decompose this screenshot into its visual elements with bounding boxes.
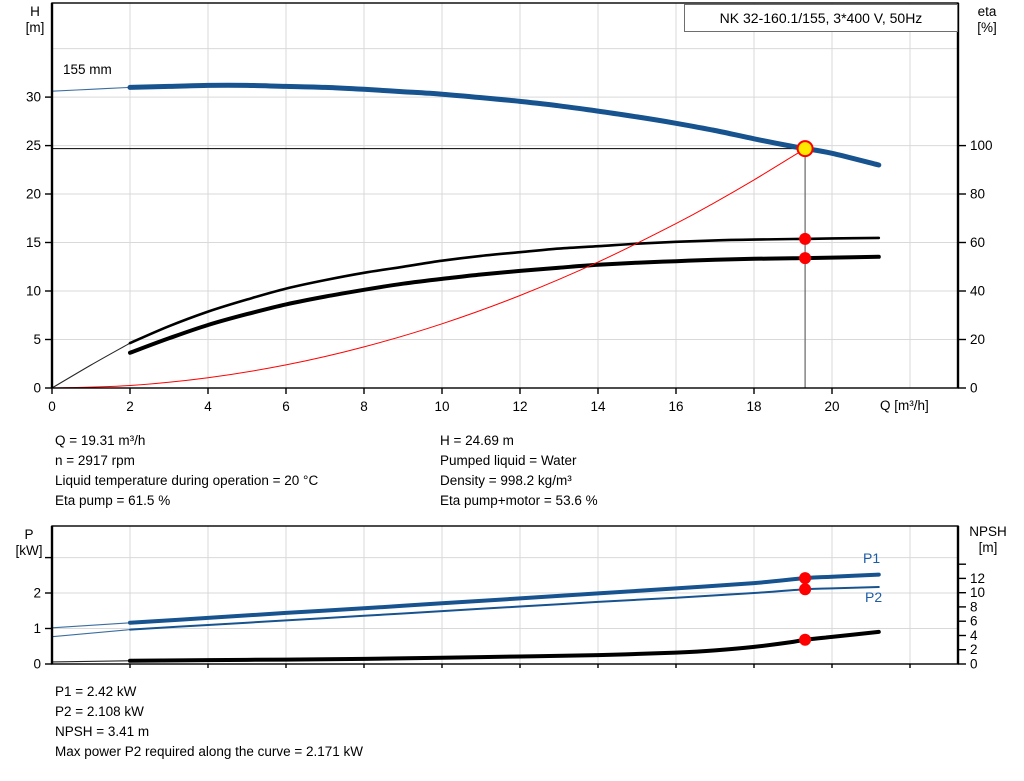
x-tick-label: 14 bbox=[590, 399, 606, 414]
p2-power-lead bbox=[51, 629, 131, 638]
npsh-axis-unit-label: NPSH [m] bbox=[969, 524, 1007, 555]
y-right-tick-label: 6 bbox=[970, 614, 978, 629]
y-left-tick-label: 2 bbox=[33, 586, 41, 601]
system-curve-curve bbox=[51, 148, 806, 389]
y-left-tick-label: 20 bbox=[26, 187, 41, 202]
info-line-h: H = 24.69 m bbox=[440, 433, 514, 448]
npsh-curve-lead bbox=[51, 660, 131, 663]
npsh-curve-curve bbox=[128, 629, 881, 663]
y-right-tick-label: 100 bbox=[970, 138, 993, 153]
x-tick-label: 8 bbox=[360, 399, 368, 414]
p1-power-curve bbox=[128, 572, 881, 625]
p1-curve-label: P1 bbox=[863, 550, 881, 566]
npsh-duty-dot bbox=[799, 633, 812, 646]
y-left-tick-label: 30 bbox=[26, 90, 41, 105]
y-left-tick-label: 10 bbox=[26, 284, 41, 299]
axis-tick-labels: 0 5 10 15 20 25 30 0 20 40 60 80 100 0 2 4 6 8 10 12 14 16 18 2… bbox=[26, 90, 993, 414]
info-line-max-power: Max power P2 required along the curve = … bbox=[55, 744, 364, 759]
eta-pump-lead bbox=[51, 342, 131, 389]
y-right-tick-label: 2 bbox=[970, 642, 978, 657]
info-line-density: Density = 998.2 kg/m³ bbox=[440, 473, 572, 488]
x-tick-label: 20 bbox=[824, 399, 839, 414]
p2-duty-dot bbox=[799, 583, 812, 596]
plot-frame bbox=[51, 525, 959, 665]
y-right-tick-label: 0 bbox=[970, 381, 978, 396]
x-tick-label: 12 bbox=[512, 399, 527, 414]
axis-ticks bbox=[45, 96, 966, 394]
y-right-tick-label: 20 bbox=[970, 332, 985, 347]
x-tick-label: 18 bbox=[746, 399, 761, 414]
info-line-eta-pump: Eta pump = 61.5 % bbox=[55, 493, 171, 508]
chart-title: NK 32-160.1/155, 3*400 V, 50Hz bbox=[719, 10, 923, 26]
y-left-tick-label: 0 bbox=[33, 381, 41, 396]
p1-power-lead bbox=[51, 622, 131, 629]
x-tick-label: 2 bbox=[126, 399, 134, 414]
power-info: P1 = 2.42 kW P2 = 2.108 kW NPSH = 3.41 m… bbox=[55, 682, 363, 762]
x-tick-label: 16 bbox=[668, 399, 683, 414]
gridlines bbox=[52, 526, 958, 664]
y-right-tick-label: 12 bbox=[970, 571, 985, 586]
info-line-p2: P2 = 2.108 kW bbox=[55, 704, 144, 719]
y-left-tick-label: 0 bbox=[33, 657, 41, 672]
eta-pump-motor-duty-dot bbox=[799, 252, 812, 265]
p-axis-unit-label: P [kW] bbox=[15, 527, 43, 558]
h-axis-unit-label: H [m] bbox=[25, 4, 45, 35]
eta-axis-unit-label: eta [%] bbox=[977, 4, 997, 35]
y-left-tick-label: 25 bbox=[26, 138, 41, 153]
axis-ticks bbox=[45, 556, 966, 668]
impeller-diameter-label: 155 mm bbox=[63, 62, 112, 77]
x-tick-label: 6 bbox=[282, 399, 290, 414]
info-line-p1: P1 = 2.42 kW bbox=[55, 684, 137, 699]
qh-efficiency-chart: 0 5 10 15 20 25 30 0 20 40 60 80 100 0 2 4 6 8 10 12 14 16 18 2… bbox=[26, 2, 993, 414]
info-line-liquid: Pumped liquid = Water bbox=[440, 453, 577, 468]
duty-info-right: H = 24.69 m Pumped liquid = Water Densit… bbox=[440, 431, 598, 511]
p1-duty-dot bbox=[799, 572, 812, 585]
eta-pump-duty-dot bbox=[799, 232, 812, 245]
x-tick-label: 10 bbox=[434, 399, 449, 414]
info-line-eta-pump-motor: Eta pump+motor = 53.6 % bbox=[440, 493, 598, 508]
y-right-tick-label: 60 bbox=[970, 235, 985, 250]
p2-curve-label: P2 bbox=[865, 589, 883, 605]
y-right-tick-label: 8 bbox=[970, 599, 978, 614]
y-right-tick-label: 40 bbox=[970, 284, 985, 299]
y-left-tick-label: 1 bbox=[33, 621, 41, 636]
duty-info-left: Q = 19.31 m³/h n = 2917 rpm Liquid tempe… bbox=[55, 431, 318, 511]
x-tick-label: 4 bbox=[204, 399, 212, 414]
chart-title-box: NK 32-160.1/155, 3*400 V, 50Hz bbox=[684, 4, 958, 32]
info-line-temperature: Liquid temperature during operation = 20… bbox=[55, 473, 319, 488]
duty-point-marker[interactable] bbox=[796, 140, 814, 158]
y-left-tick-label: 15 bbox=[26, 235, 41, 250]
info-line-q: Q = 19.31 m³/h bbox=[55, 433, 146, 448]
y-right-tick-label: 10 bbox=[970, 585, 985, 600]
eta-pump-motor-curve bbox=[128, 254, 881, 355]
info-line-npsh: NPSH = 3.41 m bbox=[55, 724, 150, 739]
head-155mm-curve bbox=[127, 82, 882, 168]
y-right-tick-label: 80 bbox=[970, 187, 985, 202]
info-line-speed: n = 2917 rpm bbox=[55, 453, 135, 468]
head-155mm-lead bbox=[51, 86, 131, 92]
y-right-tick-label: 4 bbox=[970, 628, 978, 643]
x-tick-label: 0 bbox=[48, 399, 56, 414]
y-left-tick-label: 5 bbox=[33, 332, 41, 347]
y-right-tick-label: 0 bbox=[970, 657, 978, 672]
q-axis-unit-label: Q [m³/h] bbox=[880, 398, 929, 413]
eta-pump-curve bbox=[128, 236, 881, 345]
